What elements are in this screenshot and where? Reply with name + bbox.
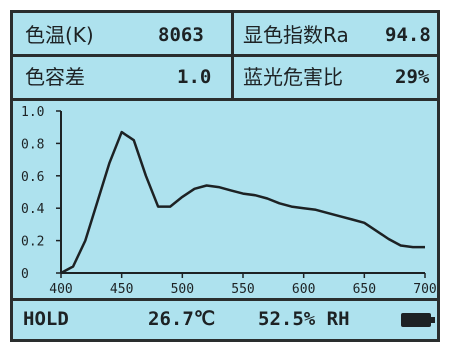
spectrum-line xyxy=(60,130,425,275)
meter-screen: 色温(K) 8063 显色指数Ra 94.8 色容差 1.0 蓝光危害比 29%… xyxy=(10,10,440,342)
duv-label: 色容差 xyxy=(25,65,85,89)
status-bar: HOLD 26.7℃ 52.5% RH xyxy=(13,298,437,339)
y-tick-label: 0.4 xyxy=(21,202,45,217)
cct-label: 色温(K) xyxy=(25,23,94,47)
mode-label: HOLD xyxy=(23,308,69,330)
blue-hazard-value: 29% xyxy=(395,66,430,88)
battery-full-icon xyxy=(401,313,435,327)
x-tick-label: 500 xyxy=(171,282,194,297)
duv-value: 1.0 xyxy=(177,66,212,88)
y-tick-label: 0.2 xyxy=(21,235,44,250)
y-tick-label: 1.0 xyxy=(21,105,44,120)
y-tick-label: 0 xyxy=(21,267,29,282)
cri-value: 94.8 xyxy=(385,24,431,46)
x-tick-label: 400 xyxy=(49,282,72,297)
humidity-readout: 52.5% RH xyxy=(258,308,350,330)
x-tick-label: 600 xyxy=(292,282,315,297)
y-tick-label: 0.6 xyxy=(21,170,44,185)
cct-value: 8063 xyxy=(158,24,204,46)
cri-label: 显色指数Ra xyxy=(243,23,349,47)
x-tick-label: 450 xyxy=(110,282,133,297)
x-tick-label: 700 xyxy=(413,282,436,297)
x-tick-label: 550 xyxy=(231,282,254,297)
x-tick-label: 650 xyxy=(353,282,376,297)
blue-hazard-label: 蓝光危害比 xyxy=(243,65,343,89)
y-tick-label: 0.8 xyxy=(21,137,44,152)
readings-panel: 色温(K) 8063 显色指数Ra 94.8 色容差 1.0 蓝光危害比 29% xyxy=(13,13,437,101)
spectrum-chart: 0 0.2 0.4 0.6 0.8 1.0 400 450 500 550 600 650 700 xyxy=(13,101,437,301)
temperature-readout: 26.7℃ xyxy=(148,308,216,330)
spectrum-chart-svg: 0 0.2 0.4 0.6 0.8 1.0 400 450 500 550 600 650 700 xyxy=(21,105,437,297)
readings-row-divider xyxy=(13,54,437,57)
